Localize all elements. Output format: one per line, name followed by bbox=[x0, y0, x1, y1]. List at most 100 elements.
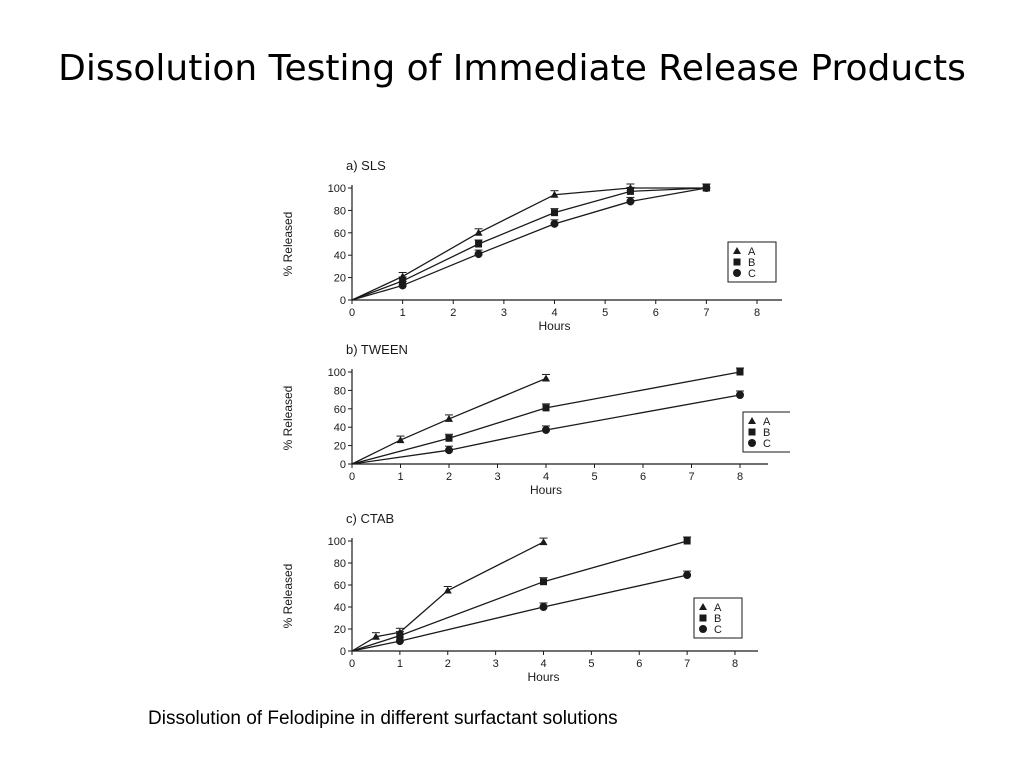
ctab-x-tick-label: 3 bbox=[493, 658, 499, 670]
ctab-data-point-c bbox=[539, 603, 548, 611]
tween-data-point-a bbox=[542, 374, 550, 382]
sls-x-tick-label: 0 bbox=[349, 307, 355, 319]
tween-legend-box bbox=[742, 411, 790, 453]
sls-x-tick-label: 3 bbox=[501, 307, 507, 319]
ctab-y-tick-label: 40 bbox=[334, 602, 346, 614]
ctab-panel-title: c) CTAB bbox=[346, 511, 394, 526]
tween-data-point-b bbox=[445, 434, 453, 442]
sls-legend: ABC bbox=[727, 241, 777, 283]
sls-y-axis-label: % Released bbox=[281, 212, 295, 277]
chart-ctab: c) CTAB 0 20 40 60 80 100 0 1 2 3 4 5 6 7 8 Hours % Relea… bbox=[281, 511, 758, 684]
ctab-x-tick-label: 7 bbox=[684, 658, 690, 670]
ctab-x-tick-label: 1 bbox=[397, 658, 403, 670]
tween-legend-marker-b bbox=[748, 428, 756, 436]
sls-legend-marker-b bbox=[733, 258, 741, 266]
sls-legend-marker-c bbox=[733, 269, 741, 277]
sls-x-tick-label: 4 bbox=[551, 307, 557, 319]
tween-series-line-b bbox=[351, 371, 741, 465]
sls-x-tick-label: 8 bbox=[754, 307, 760, 319]
sls-legend-label-a: A bbox=[748, 246, 756, 258]
sls-x-axis-label: Hours bbox=[538, 319, 570, 333]
slide-title: Dissolution Testing of Immediate Release… bbox=[58, 48, 966, 89]
sls-x-tick-label: 6 bbox=[653, 307, 659, 319]
tween-legend-label-b: B bbox=[763, 427, 770, 439]
tween-x-tick-label: 7 bbox=[688, 471, 694, 483]
tween-data-point-b bbox=[736, 368, 744, 376]
ctab-y-tick-label: 0 bbox=[340, 646, 346, 658]
sls-y-tick-label: 80 bbox=[334, 205, 346, 217]
sls-x-tick-label: 7 bbox=[703, 307, 709, 319]
ctab-data-point-b bbox=[683, 537, 691, 545]
sls-data-point-c bbox=[702, 184, 711, 192]
sls-legend-label-c: C bbox=[748, 268, 756, 280]
tween-y-tick-label: 20 bbox=[334, 441, 346, 453]
ctab-series-line-b bbox=[351, 540, 688, 652]
ctab-data-point-a bbox=[539, 538, 548, 546]
chart-sls: a) SLS 0 20 40 60 80 100 0 1 2 3 4 5 6 7 8 Hours % Releas… bbox=[281, 158, 782, 333]
sls-legend-box bbox=[727, 241, 777, 283]
tween-data-point-c bbox=[445, 446, 453, 455]
sls-y-tick-label: 0 bbox=[340, 295, 346, 307]
sls-panel-title: a) SLS bbox=[346, 158, 386, 173]
tween-data-point-c bbox=[736, 391, 744, 399]
tween-data-point-a bbox=[445, 414, 453, 422]
tween-y-tick-label: 60 bbox=[334, 404, 346, 416]
sls-legend-marker-a bbox=[733, 247, 741, 254]
ctab-series-line-a bbox=[351, 541, 544, 652]
tween-legend-marker-c bbox=[748, 439, 756, 447]
sls-y-tick-label: 40 bbox=[334, 250, 346, 262]
sls-data-point-a bbox=[550, 190, 559, 198]
sls-data-point-a bbox=[474, 228, 483, 236]
ctab-y-tick-label: 100 bbox=[328, 536, 346, 548]
ctab-x-tick-label: 5 bbox=[588, 658, 594, 670]
tween-x-tick-label: 5 bbox=[591, 471, 597, 483]
tween-panel-title: b) TWEEN bbox=[346, 342, 408, 357]
sls-data-point-b bbox=[551, 209, 558, 217]
tween-legend: ABC bbox=[742, 411, 790, 453]
sls-series-line-a bbox=[351, 187, 707, 301]
tween-y-tick-label: 80 bbox=[334, 385, 346, 397]
ctab-x-tick-label: 4 bbox=[540, 658, 546, 670]
ctab-y-tick-label: 60 bbox=[334, 580, 346, 592]
tween-y-axis-label: % Released bbox=[281, 386, 295, 451]
tween-y-tick-label: 0 bbox=[340, 459, 346, 471]
ctab-series-b bbox=[351, 536, 692, 652]
sls-y-tick-label: 100 bbox=[328, 183, 346, 195]
sls-data-point-c bbox=[626, 197, 635, 206]
slide-caption: Dissolution of Felodipine in different s… bbox=[148, 708, 618, 729]
ctab-legend-marker-a bbox=[699, 603, 707, 610]
ctab-data-point-a bbox=[371, 632, 380, 640]
ctab-legend-label-b: B bbox=[714, 613, 721, 625]
sls-x-tick-label: 5 bbox=[602, 307, 608, 319]
ctab-series-a bbox=[351, 537, 548, 652]
tween-x-tick-label: 3 bbox=[494, 471, 500, 483]
ctab-data-point-a bbox=[443, 586, 452, 594]
ctab-y-tick-label: 20 bbox=[334, 624, 346, 636]
tween-x-tick-label: 6 bbox=[640, 471, 646, 483]
ctab-legend: ABC bbox=[693, 597, 743, 639]
ctab-legend-box bbox=[693, 597, 743, 639]
tween-y-tick-label: 40 bbox=[334, 422, 346, 434]
tween-data-point-a bbox=[396, 436, 405, 444]
tween-legend-marker-a bbox=[748, 417, 756, 424]
ctab-data-point-b bbox=[540, 578, 547, 586]
tween-x-axis-label: Hours bbox=[530, 483, 562, 497]
tween-x-tick-label: 4 bbox=[543, 471, 549, 483]
sls-y-tick-label: 20 bbox=[334, 273, 346, 285]
ctab-x-tick-label: 2 bbox=[445, 658, 451, 670]
ctab-x-tick-label: 6 bbox=[636, 658, 642, 670]
sls-legend-label-b: B bbox=[748, 257, 755, 269]
sls-data-point-c bbox=[474, 250, 483, 259]
tween-series-c bbox=[351, 390, 744, 465]
tween-legend-label-c: C bbox=[763, 438, 771, 450]
ctab-y-tick-label: 80 bbox=[334, 558, 346, 570]
ctab-series-line-c bbox=[351, 574, 688, 652]
ctab-series-c bbox=[351, 570, 692, 652]
tween-series-b bbox=[351, 367, 744, 465]
tween-y-tick-label: 100 bbox=[328, 367, 346, 379]
tween-x-tick-label: 0 bbox=[349, 471, 355, 483]
tween-x-tick-label: 2 bbox=[446, 471, 452, 483]
tween-data-point-b bbox=[542, 404, 550, 412]
ctab-data-point-c bbox=[683, 571, 692, 580]
tween-series-a bbox=[351, 373, 550, 465]
